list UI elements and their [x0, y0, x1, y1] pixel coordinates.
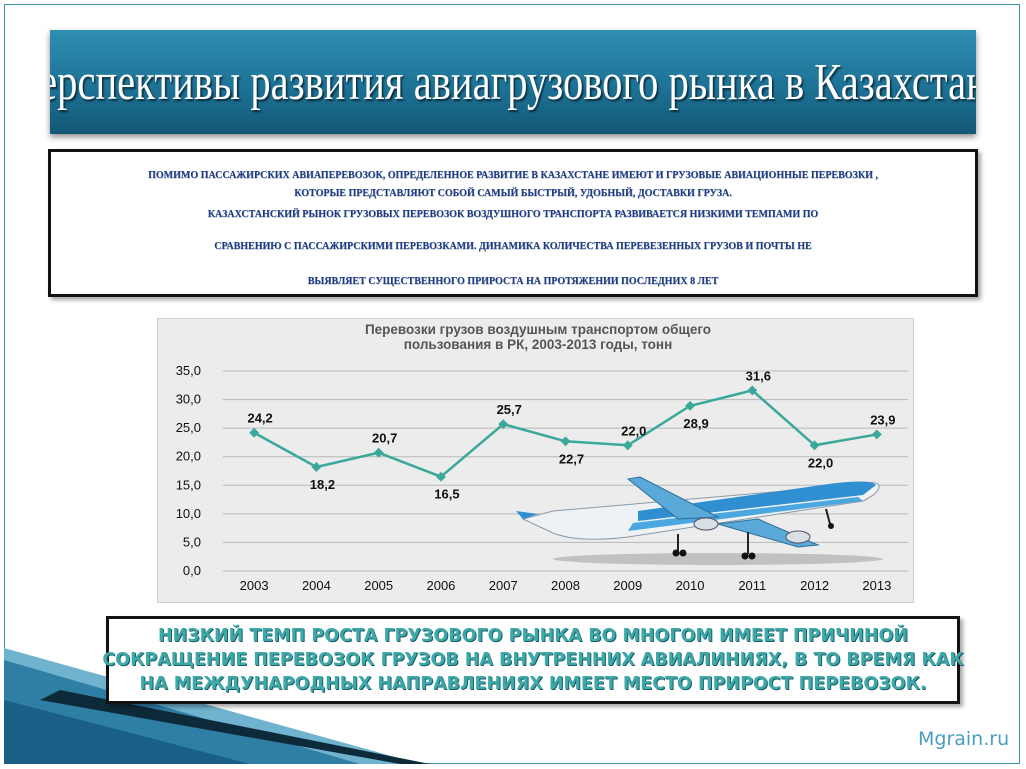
data-point: [311, 462, 322, 472]
airplane-illustration: [516, 476, 883, 565]
y-tick-label: 35,0: [176, 363, 201, 378]
data-point: [809, 440, 820, 451]
line-chart: Перевозки грузов воздушным транспортом о…: [176, 322, 908, 593]
data-label: 24,2: [247, 411, 272, 426]
x-tick-label: 2012: [800, 578, 829, 593]
x-axis-ticks: 2003 2004 2005 2006 2007 2008 2009 2010 2011 2012…: [240, 578, 892, 593]
y-tick-label: 15,0: [176, 477, 201, 492]
data-label: 25,7: [497, 402, 522, 417]
y-tick-label: 30,0: [176, 392, 201, 407]
data-point: [436, 471, 446, 482]
y-tick-label: 20,0: [176, 449, 201, 464]
data-label: 23,9: [870, 412, 895, 427]
data-label: 16,5: [434, 487, 459, 502]
conclusion-line-2: СОКРАЩЕНИЕ ПЕРЕВОЗОК ГРУЗОВ НА ВНУТРЕННИ…: [102, 650, 964, 670]
chart-panel: Перевозки грузов воздушным транспортом о…: [157, 318, 914, 603]
x-tick-label: 2008: [551, 578, 580, 593]
y-axis-ticks: 0,0 5,0 10,0 15,0 20,0 25,0 30,0 35,0: [176, 363, 201, 578]
conclusion-line-1: НИЗКИЙ ТЕМП РОСТА ГРУЗОВОГО РЫНКА ВО МНО…: [157, 626, 909, 646]
x-tick-label: 2009: [613, 578, 642, 593]
data-label: 31,6: [746, 368, 771, 383]
data-labels: 24,2 18,2 20,7 16,5 25,7 22,7 22,0 28,9 31,6 22,0…: [247, 368, 895, 501]
intro-line-5: ВЫЯВЛЯЕТ СУЩЕСТВЕННОГО ПРИРОСТА НА ПРОТЯ…: [307, 276, 719, 287]
data-label: 22,7: [559, 451, 584, 466]
y-tick-label: 5,0: [183, 534, 201, 549]
data-label: 18,2: [310, 477, 335, 492]
swoosh-deep-band: [4, 700, 250, 764]
title-banner: Перспективы развития авиагрузового рынка…: [50, 30, 976, 134]
x-tick-label: 2005: [364, 578, 393, 593]
y-tick-label: 0,0: [183, 563, 201, 578]
x-tick-label: 2010: [676, 578, 705, 593]
y-tick-label: 25,0: [176, 420, 201, 435]
site-watermark: Mgrain.ru: [918, 728, 1010, 750]
data-point: [373, 447, 384, 458]
intro-line-2: КОТОРЫЕ ПРЕДСТАВЛЯЮТ СОБОЙ САМЫЙ БЫСТРЫЙ…: [294, 188, 732, 199]
y-tick-label: 10,0: [176, 506, 201, 521]
x-tick-label: 2004: [302, 578, 331, 593]
intro-line-3: КАЗАХСТАНСКИЙ РЫНОК ГРУЗОВЫХ ПЕРЕВОЗОК В…: [207, 209, 819, 220]
data-point: [871, 429, 882, 440]
data-point: [249, 427, 260, 438]
data-label: 22,0: [808, 455, 833, 470]
intro-line-1: ПОМИМО ПАССАЖИРСКИХ АВИАПЕРЕВОЗОК, ОПРЕД…: [148, 170, 878, 181]
data-point: [560, 436, 571, 447]
data-label: 22,0: [621, 423, 646, 438]
x-tick-label: 2007: [489, 578, 518, 593]
data-point: [747, 385, 758, 396]
chart-title-line-2: пользования в РК, 2003-2013 годы, тонн: [404, 337, 672, 352]
x-tick-label: 2013: [862, 578, 891, 593]
conclusion-box: НИЗКИЙ ТЕМП РОСТА ГРУЗОВОГО РЫНКА ВО МНО…: [102, 616, 964, 704]
x-tick-label: 2003: [240, 578, 269, 593]
intro-line-4: СРАВНЕНИЮ С ПАССАЖИРСКИМИ ПЕРЕВОЗКАМИ. Д…: [214, 241, 812, 252]
swoosh-dark-band: [40, 690, 430, 764]
x-tick-label: 2006: [426, 578, 455, 593]
chart-title-line-1: Перевозки грузов воздушным транспортом о…: [365, 322, 711, 337]
conclusion-line-3: НА МЕЖДУНАРОДНЫХ НАПРАВЛЕНИЯХ ИМЕЕТ МЕСТ…: [139, 674, 927, 694]
data-point: [685, 400, 695, 411]
data-label: 20,7: [372, 431, 397, 446]
intro-text-box: ПОМИМО ПАССАЖИРСКИХ АВИАПЕРЕВОЗОК, ОПРЕД…: [48, 149, 978, 297]
slide-title: Перспективы развития авиагрузового рынка…: [50, 53, 976, 111]
data-label: 28,9: [683, 416, 708, 431]
x-tick-label: 2011: [738, 578, 766, 593]
